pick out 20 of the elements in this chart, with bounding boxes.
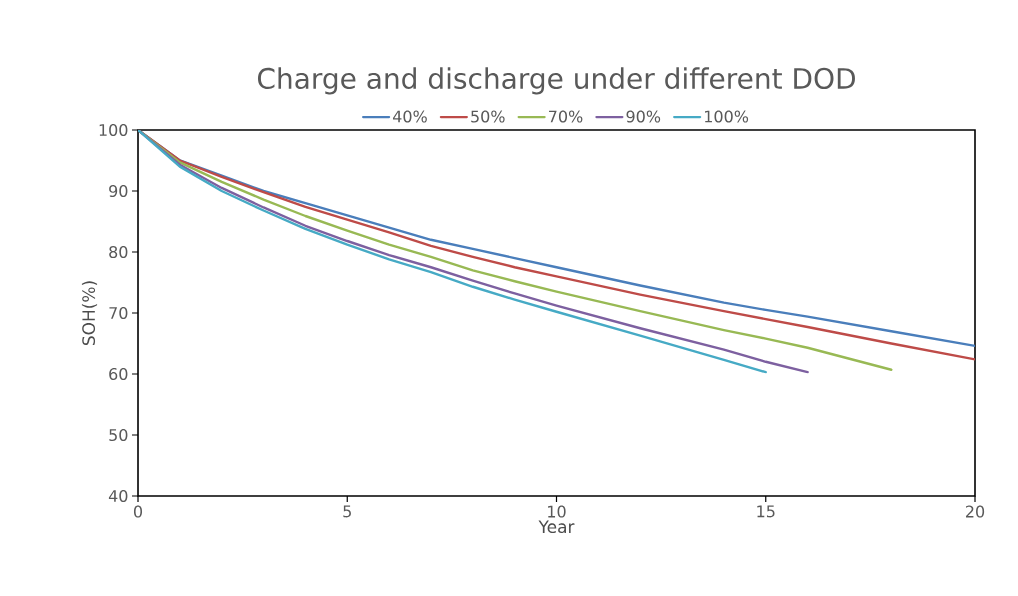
chart-title: Charge and discharge under different DOD [257,67,855,95]
y-tick-label: 80 [109,245,128,259]
y-axis-title: SOH(%) [81,281,98,346]
legend-label: 100% [705,110,749,123]
x-tick-label: 10 [548,505,566,518]
legend-label: 90% [626,110,661,123]
y-tick-label: 40 [108,489,128,503]
x-tick-label: 20 [966,505,985,518]
x-tick-label: 5 [343,505,351,518]
legend-label: 40% [392,110,427,123]
y-tick-label: 60 [109,367,128,381]
x-tick-label: 0 [133,505,143,518]
y-tick-label: 90 [109,184,128,198]
y-tick-label: 100 [99,123,128,137]
legend-label: 70% [549,110,583,123]
x-tick-label: 15 [757,505,775,518]
y-tick-label: 50 [109,428,128,442]
x-axis-title: Year [538,520,575,534]
legend-label: 50% [471,110,505,123]
y-tick-label: 70 [109,306,128,320]
